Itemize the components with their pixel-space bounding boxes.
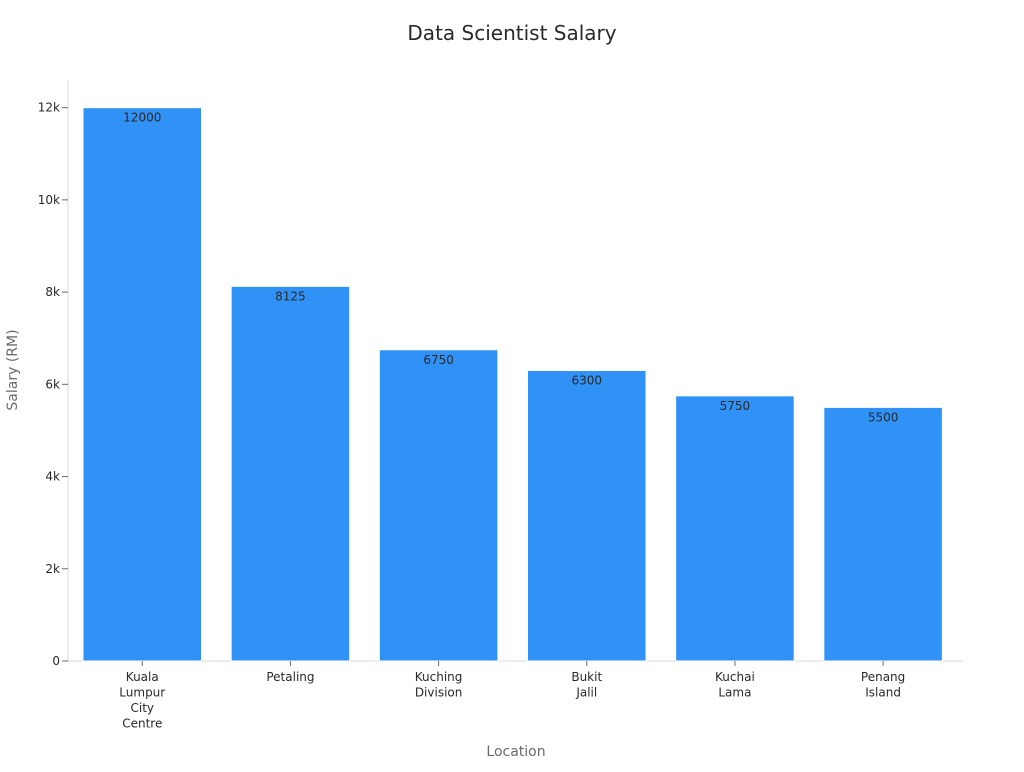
x-tick-label: Jalil — [575, 686, 597, 700]
x-tick-label: Centre — [122, 717, 162, 731]
x-tick-label: Kuching — [415, 670, 463, 684]
x-tick-label: Petaling — [266, 670, 314, 684]
data-label: 5500 — [868, 410, 899, 424]
x-tick-label: Bukit — [571, 670, 602, 684]
bars-group — [82, 107, 943, 662]
bar — [230, 285, 351, 662]
y-axis-label: Salary (RM) — [5, 329, 21, 410]
data-label: 6300 — [571, 374, 602, 388]
x-tick-label: Lama — [718, 686, 751, 700]
x-tick-label: Penang — [861, 670, 905, 684]
y-tick-label: 10k — [38, 193, 60, 207]
x-tick-label: Division — [415, 686, 463, 700]
bar — [675, 395, 795, 662]
data-labels-group: 12000 8125 6750 6300 5750 5500 — [123, 111, 898, 425]
y-tick-label: 4k — [45, 470, 60, 484]
x-tick-label: Kuchai — [715, 670, 755, 684]
x-tick-label: Lumpur — [119, 686, 165, 700]
bar — [527, 370, 647, 662]
data-label: 6750 — [423, 353, 454, 367]
bar — [823, 406, 943, 662]
x-tick-label: Island — [865, 686, 901, 700]
y-tick-label: 6k — [45, 377, 60, 391]
data-label: 12000 — [123, 111, 161, 125]
x-tick-label: Kuala — [126, 670, 159, 684]
chart-title: Data Scientist Salary — [407, 21, 616, 45]
data-label: 8125 — [275, 289, 306, 303]
x-axis-label: Location — [486, 744, 545, 760]
data-label: 5750 — [720, 399, 751, 413]
y-tick-label: 12k — [38, 101, 60, 115]
bar — [82, 107, 203, 662]
y-tick-label: 2k — [45, 562, 60, 576]
bar — [378, 349, 499, 662]
y-tick-label: 8k — [45, 285, 60, 299]
y-tick-label: 0 — [52, 654, 60, 668]
y-axis-ticks: 0 2k 4k 6k 8k 10k 12k — [38, 101, 68, 668]
x-tick-label: City — [131, 701, 155, 715]
